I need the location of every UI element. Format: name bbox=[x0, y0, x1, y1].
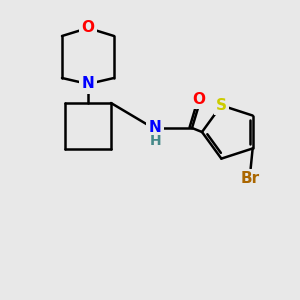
Text: O: O bbox=[193, 92, 206, 106]
Text: N: N bbox=[148, 121, 161, 136]
Text: S: S bbox=[216, 98, 227, 113]
Text: H: H bbox=[150, 134, 162, 148]
Text: Br: Br bbox=[241, 171, 260, 186]
Text: N: N bbox=[82, 76, 94, 92]
Text: O: O bbox=[82, 20, 94, 35]
